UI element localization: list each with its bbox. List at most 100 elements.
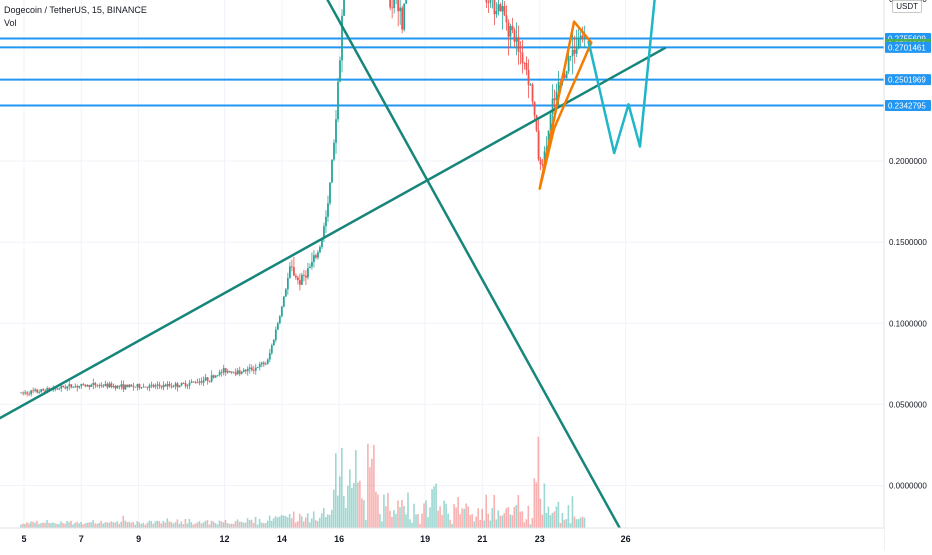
volume-bar [224, 519, 227, 528]
candle-body [523, 63, 526, 64]
candle-body [341, 15, 343, 61]
volume-bar [80, 522, 82, 528]
volume-label[interactable]: Vol [4, 18, 17, 28]
candle-body [301, 274, 303, 285]
volume-bar [351, 487, 353, 528]
volume-bar [142, 522, 145, 528]
candle-body [60, 385, 63, 389]
time-axis: 5 7 9 12 14 16 19 21 23 26 [0, 527, 884, 550]
candle-body [262, 362, 265, 365]
volume-bar [302, 521, 305, 528]
candle-body [553, 98, 556, 101]
candle-body [569, 56, 572, 57]
volume-bar [226, 523, 229, 528]
volume-bar [124, 520, 127, 528]
volume-bar [517, 495, 520, 528]
quote-currency-badge[interactable]: USDT [892, 0, 922, 13]
candle-body [282, 296, 285, 307]
volume-bar [559, 523, 562, 528]
candle-body [112, 385, 115, 387]
candle-body [218, 371, 221, 375]
volume-bar [52, 522, 54, 528]
candle-body [220, 371, 223, 373]
time-tick-label: 19 [420, 534, 430, 544]
candle-body [397, 0, 400, 12]
volume-bar [411, 522, 413, 528]
volume-bar [549, 515, 552, 528]
volume-bar [318, 517, 321, 528]
candle-body [170, 385, 173, 387]
volume-bar [92, 520, 94, 528]
volume-bar [58, 523, 60, 528]
candle-body [391, 7, 394, 9]
volume-bar [575, 519, 578, 528]
candle-body [74, 386, 77, 387]
candle-body [174, 383, 177, 387]
candle-body [292, 267, 295, 276]
volume-bar [232, 523, 235, 528]
candle-body [58, 388, 61, 390]
volume-bar [537, 436, 540, 528]
volume-bar [393, 510, 395, 528]
volume-bar [332, 489, 335, 528]
volume-bar [122, 515, 125, 528]
volume-bar [377, 494, 379, 528]
candle-body [511, 25, 514, 30]
candle-body [246, 368, 249, 372]
volume-bar [379, 513, 381, 528]
volume-bar [152, 523, 155, 528]
volume-bar [162, 520, 165, 528]
volume-bar [200, 523, 203, 528]
candle-body [307, 268, 309, 278]
candle-body [104, 383, 107, 386]
symbol-title[interactable]: Dogecoin / TetherUS, 15, BINANCE [4, 5, 147, 15]
volume-bar [399, 507, 401, 528]
volume-bar [220, 521, 223, 528]
volume-bar [314, 520, 317, 528]
volume-bar [274, 516, 277, 528]
candle-body [551, 98, 554, 115]
volume-bar [158, 521, 161, 528]
candle-body [278, 316, 281, 324]
candle-body [571, 49, 574, 57]
trendlines [0, 0, 667, 555]
candle-body [80, 383, 83, 386]
volume-bar [172, 523, 175, 528]
volume-bar [136, 521, 139, 528]
candle-body [206, 377, 209, 381]
volume-bar [481, 508, 483, 528]
volume-bar [120, 521, 123, 528]
grid [0, 0, 884, 528]
candle-body [260, 362, 263, 365]
volume-bar [292, 511, 295, 528]
volume-bar [294, 522, 297, 528]
volume-bar [132, 521, 135, 528]
candle-body [563, 74, 566, 78]
candle-body [501, 6, 504, 12]
volume-bar [359, 480, 361, 528]
price-tick-label: 0.0000000 [889, 482, 927, 491]
volume-bar [252, 522, 255, 528]
candle-body [106, 383, 109, 388]
candle-body [108, 383, 111, 388]
candle-body [485, 0, 488, 3]
candle-body [96, 385, 99, 387]
volume-bar [439, 506, 441, 528]
volume-bar [571, 496, 574, 528]
ascending-support-trendline [0, 46, 667, 420]
volume-bar [513, 506, 516, 528]
volume-bar [126, 522, 129, 528]
candle-body [114, 385, 117, 389]
candle-body [389, 0, 392, 8]
price-axis-background [884, 0, 932, 550]
volume-bar [383, 494, 385, 528]
candle-body [132, 386, 135, 388]
candle-body [535, 115, 538, 131]
candle-body [236, 370, 239, 375]
volume-bar [298, 513, 301, 528]
volume-bar [42, 522, 44, 528]
volume-bar [20, 524, 22, 528]
candle-body [489, 0, 492, 3]
volume-bar [545, 512, 548, 528]
